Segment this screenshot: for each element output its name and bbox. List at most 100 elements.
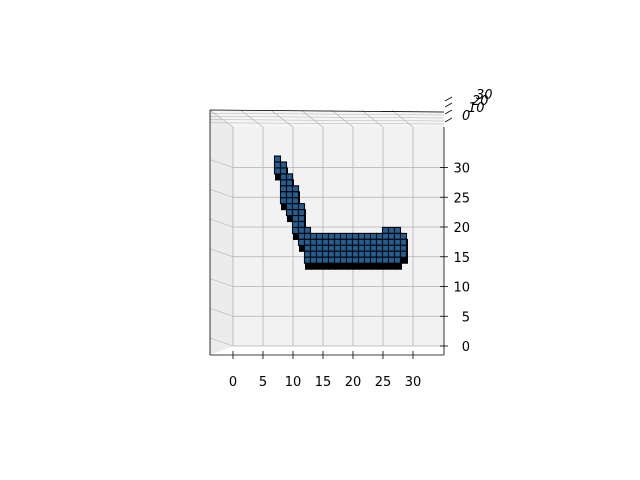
voxel [303, 238, 312, 246]
y-tick-mark [444, 117, 453, 123]
y-grid-line [209, 119, 445, 122]
z-grid-line-side [209, 188, 234, 198]
x-tick-label: 5 [259, 375, 267, 390]
voxel [351, 256, 360, 264]
voxel [393, 244, 402, 252]
voxel [333, 256, 342, 264]
voxel [387, 238, 396, 246]
voxel [375, 250, 384, 258]
voxel-shadow [335, 262, 342, 270]
voxel [345, 238, 354, 246]
voxel [279, 161, 288, 169]
x-grid-line-top [209, 109, 234, 128]
left-pane [210, 110, 233, 355]
voxel [303, 244, 312, 252]
voxel [297, 232, 306, 240]
voxel [393, 250, 402, 258]
z-tick-label: 0 [462, 340, 470, 355]
voxel [351, 250, 360, 258]
voxel [303, 232, 312, 240]
axes [209, 109, 445, 356]
voxel [399, 232, 408, 240]
z-grid-line-side [209, 218, 234, 228]
voxel [321, 232, 330, 240]
voxel [393, 226, 402, 234]
voxel [357, 256, 366, 264]
voxel [375, 244, 384, 252]
voxel [339, 232, 348, 240]
z-ticks: 0 5 10 15 20 25 30 [440, 162, 470, 355]
voxel [381, 250, 390, 258]
voxel [363, 256, 372, 264]
voxel [297, 238, 306, 246]
voxel [333, 250, 342, 258]
voxel [291, 185, 300, 193]
voxel [297, 215, 306, 223]
voxel [363, 250, 372, 258]
voxel [333, 244, 342, 252]
voxel-shadow [401, 256, 408, 264]
y-grid-line [209, 122, 445, 125]
voxel [369, 250, 378, 258]
voxel [303, 226, 312, 234]
voxel [339, 244, 348, 252]
x-tick-label: 15 [315, 375, 332, 390]
y-tick-label: 0 [462, 109, 470, 124]
voxel [321, 238, 330, 246]
voxel [321, 244, 330, 252]
voxel [291, 215, 300, 223]
voxel [315, 232, 324, 240]
y-grid-line [209, 116, 445, 119]
voxel-shadow [353, 262, 360, 270]
voxel [387, 244, 396, 252]
voxel-shadow [287, 215, 294, 223]
voxel [363, 232, 372, 240]
voxel [345, 256, 354, 264]
y-tick-mark [444, 109, 453, 115]
voxel-shadow [389, 262, 396, 270]
z-tick-label: 25 [453, 191, 470, 206]
voxel [345, 250, 354, 258]
voxel [285, 179, 294, 187]
voxel [369, 238, 378, 246]
voxel [381, 244, 390, 252]
voxel [327, 250, 336, 258]
voxel [303, 250, 312, 258]
voxel-shadow [383, 262, 390, 270]
voxel [273, 155, 282, 163]
voxel [327, 238, 336, 246]
voxel [297, 203, 306, 211]
voxel [321, 256, 330, 264]
z-grid-line-side [209, 337, 234, 347]
y-tick-label: 10 [468, 101, 485, 116]
voxel-shadow [275, 173, 282, 181]
voxel-shadow [311, 262, 318, 270]
voxel [297, 220, 306, 229]
voxel [333, 232, 342, 240]
z-grid-line-side [209, 307, 234, 317]
voxel [291, 220, 300, 229]
voxel [297, 226, 306, 234]
top-pane [210, 110, 444, 127]
voxel [357, 238, 366, 246]
voxel [279, 191, 288, 199]
x-grid-line-top [300, 109, 324, 128]
voxel [279, 179, 288, 187]
x-tick-label: 30 [405, 375, 422, 390]
voxel [351, 244, 360, 252]
voxel [285, 203, 294, 211]
voxel [393, 238, 402, 246]
voxel [273, 161, 282, 169]
x-grid-line-top [270, 109, 294, 128]
x-tick-label: 0 [229, 375, 237, 390]
x-tick-label: 10 [285, 375, 302, 390]
voxel [315, 250, 324, 258]
voxel [369, 232, 378, 240]
voxel-marks [273, 155, 408, 270]
voxel-shadow [323, 262, 330, 270]
y-tick-label: 20 [472, 94, 489, 109]
voxel [279, 173, 288, 181]
voxel-shadow [359, 262, 366, 270]
voxel [327, 244, 336, 252]
voxel [279, 197, 288, 205]
